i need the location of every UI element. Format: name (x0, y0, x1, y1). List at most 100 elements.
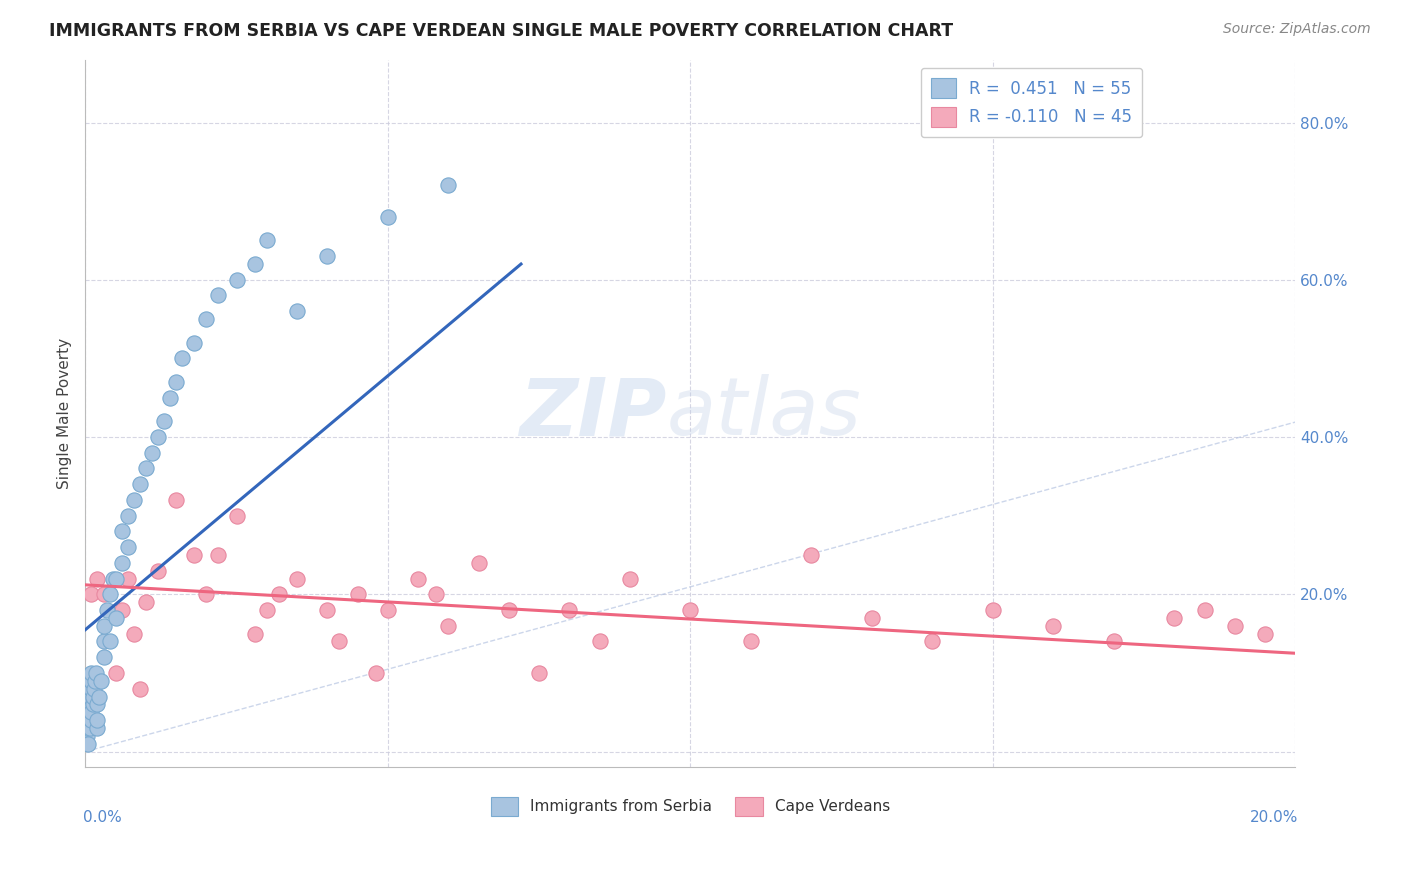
Text: ZIP: ZIP (519, 375, 666, 452)
Cape Verdeans (328, 634, 350, 648)
Y-axis label: Single Male Poverty: Single Male Poverty (58, 338, 72, 489)
Cape Verdeans (243, 626, 266, 640)
Immigrants from Serbia (98, 587, 121, 601)
Immigrants from Serbia (83, 681, 105, 696)
Immigrants from Serbia (84, 665, 107, 680)
Cape Verdeans (527, 665, 550, 680)
Cape Verdeans (146, 564, 169, 578)
Immigrants from Serbia (153, 414, 176, 428)
Immigrants from Serbia (111, 524, 134, 539)
Immigrants from Serbia (93, 618, 115, 632)
Cape Verdeans (1254, 626, 1277, 640)
Immigrants from Serbia (183, 335, 205, 350)
Cape Verdeans (256, 603, 278, 617)
Immigrants from Serbia (256, 234, 278, 248)
Immigrants from Serbia (195, 312, 218, 326)
Immigrants from Serbia (117, 508, 139, 523)
Text: atlas: atlas (666, 375, 860, 452)
Immigrants from Serbia (377, 210, 399, 224)
Cape Verdeans (437, 618, 460, 632)
Immigrants from Serbia (93, 650, 115, 665)
Immigrants from Serbia (207, 288, 229, 302)
Immigrants from Serbia (86, 698, 108, 712)
Immigrants from Serbia (79, 721, 101, 735)
Cape Verdeans (619, 572, 641, 586)
Immigrants from Serbia (80, 665, 103, 680)
Cape Verdeans (406, 572, 429, 586)
Immigrants from Serbia (80, 673, 103, 688)
Cape Verdeans (921, 634, 943, 648)
Cape Verdeans (364, 665, 387, 680)
Immigrants from Serbia (96, 603, 118, 617)
Cape Verdeans (679, 603, 702, 617)
Cape Verdeans (740, 634, 762, 648)
Cape Verdeans (558, 603, 581, 617)
Immigrants from Serbia (76, 729, 98, 743)
Immigrants from Serbia (104, 611, 127, 625)
Immigrants from Serbia (77, 737, 100, 751)
Immigrants from Serbia (141, 446, 163, 460)
Cape Verdeans (135, 595, 157, 609)
Immigrants from Serbia (80, 713, 103, 727)
Immigrants from Serbia (76, 721, 98, 735)
Immigrants from Serbia (101, 572, 124, 586)
Immigrants from Serbia (111, 556, 134, 570)
Cape Verdeans (285, 572, 308, 586)
Cape Verdeans (981, 603, 1004, 617)
Immigrants from Serbia (225, 273, 247, 287)
Cape Verdeans (1163, 611, 1185, 625)
Cape Verdeans (117, 572, 139, 586)
Cape Verdeans (93, 587, 115, 601)
Cape Verdeans (346, 587, 368, 601)
Immigrants from Serbia (86, 721, 108, 735)
Cape Verdeans (122, 626, 145, 640)
Immigrants from Serbia (86, 713, 108, 727)
Cape Verdeans (860, 611, 883, 625)
Cape Verdeans (267, 587, 290, 601)
Immigrants from Serbia (128, 477, 150, 491)
Text: Source: ZipAtlas.com: Source: ZipAtlas.com (1223, 22, 1371, 37)
Immigrants from Serbia (165, 375, 187, 389)
Immigrants from Serbia (437, 178, 460, 193)
Immigrants from Serbia (122, 492, 145, 507)
Text: 0.0%: 0.0% (83, 810, 122, 825)
Cape Verdeans (128, 681, 150, 696)
Cape Verdeans (1194, 603, 1216, 617)
Legend: Immigrants from Serbia, Cape Verdeans: Immigrants from Serbia, Cape Verdeans (484, 789, 898, 823)
Immigrants from Serbia (316, 249, 339, 263)
Immigrants from Serbia (76, 713, 98, 727)
Cape Verdeans (1223, 618, 1246, 632)
Immigrants from Serbia (117, 540, 139, 554)
Immigrants from Serbia (80, 681, 103, 696)
Immigrants from Serbia (89, 673, 111, 688)
Cape Verdeans (165, 492, 187, 507)
Text: 20.0%: 20.0% (1250, 810, 1298, 825)
Text: IMMIGRANTS FROM SERBIA VS CAPE VERDEAN SINGLE MALE POVERTY CORRELATION CHART: IMMIGRANTS FROM SERBIA VS CAPE VERDEAN S… (49, 22, 953, 40)
Cape Verdeans (498, 603, 520, 617)
Immigrants from Serbia (146, 430, 169, 444)
Cape Verdeans (111, 603, 134, 617)
Cape Verdeans (425, 587, 447, 601)
Cape Verdeans (377, 603, 399, 617)
Immigrants from Serbia (98, 634, 121, 648)
Cape Verdeans (207, 548, 229, 562)
Immigrants from Serbia (79, 690, 101, 704)
Cape Verdeans (1102, 634, 1125, 648)
Immigrants from Serbia (77, 698, 100, 712)
Immigrants from Serbia (285, 304, 308, 318)
Cape Verdeans (1042, 618, 1064, 632)
Immigrants from Serbia (135, 461, 157, 475)
Immigrants from Serbia (84, 673, 107, 688)
Cape Verdeans (104, 665, 127, 680)
Cape Verdeans (467, 556, 489, 570)
Cape Verdeans (800, 548, 823, 562)
Immigrants from Serbia (104, 572, 127, 586)
Cape Verdeans (80, 587, 103, 601)
Cape Verdeans (589, 634, 612, 648)
Cape Verdeans (86, 572, 108, 586)
Immigrants from Serbia (77, 705, 100, 719)
Immigrants from Serbia (80, 705, 103, 719)
Cape Verdeans (195, 587, 218, 601)
Immigrants from Serbia (159, 391, 181, 405)
Cape Verdeans (316, 603, 339, 617)
